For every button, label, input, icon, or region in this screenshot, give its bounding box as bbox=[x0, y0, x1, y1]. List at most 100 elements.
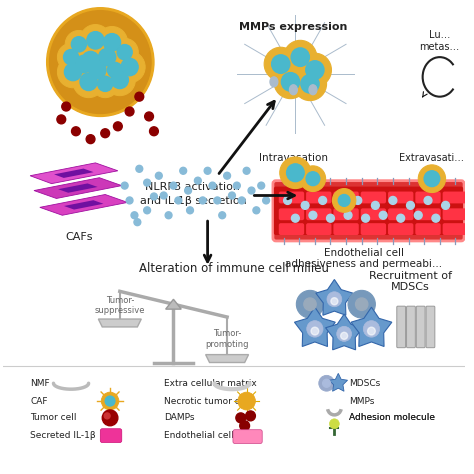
Circle shape bbox=[131, 212, 138, 219]
Circle shape bbox=[306, 172, 320, 186]
FancyBboxPatch shape bbox=[279, 191, 304, 203]
FancyBboxPatch shape bbox=[397, 306, 406, 348]
FancyBboxPatch shape bbox=[388, 209, 413, 220]
Ellipse shape bbox=[309, 85, 317, 95]
Circle shape bbox=[187, 207, 193, 214]
Circle shape bbox=[75, 55, 92, 73]
Circle shape bbox=[414, 211, 422, 219]
Circle shape bbox=[389, 197, 397, 204]
Circle shape bbox=[280, 157, 311, 189]
Circle shape bbox=[145, 112, 154, 121]
FancyBboxPatch shape bbox=[361, 223, 386, 235]
Text: Secreted IL-1β: Secreted IL-1β bbox=[30, 431, 96, 440]
Circle shape bbox=[301, 74, 319, 93]
Circle shape bbox=[99, 48, 116, 66]
Circle shape bbox=[258, 182, 264, 189]
Text: Adhesion molecule: Adhesion molecule bbox=[349, 413, 435, 422]
Circle shape bbox=[101, 392, 119, 410]
Text: Tumor-
suppressive: Tumor- suppressive bbox=[95, 296, 145, 315]
Circle shape bbox=[309, 211, 317, 219]
Circle shape bbox=[354, 197, 362, 204]
Polygon shape bbox=[64, 200, 103, 210]
Polygon shape bbox=[326, 314, 363, 350]
Circle shape bbox=[304, 298, 316, 310]
Circle shape bbox=[282, 73, 300, 91]
Circle shape bbox=[165, 212, 172, 219]
Text: Recruitment of
MDSCs: Recruitment of MDSCs bbox=[369, 271, 452, 292]
Circle shape bbox=[327, 214, 334, 222]
Circle shape bbox=[306, 61, 324, 79]
Circle shape bbox=[442, 201, 449, 210]
FancyBboxPatch shape bbox=[361, 209, 386, 220]
Circle shape bbox=[272, 55, 290, 73]
Circle shape bbox=[46, 8, 154, 117]
Circle shape bbox=[62, 102, 71, 111]
Circle shape bbox=[214, 197, 221, 204]
Circle shape bbox=[287, 164, 304, 182]
Circle shape bbox=[64, 63, 82, 81]
Text: Extravasati…: Extravasati… bbox=[400, 153, 465, 163]
Text: NMF: NMF bbox=[30, 379, 50, 388]
Polygon shape bbox=[165, 299, 181, 309]
Circle shape bbox=[87, 32, 104, 49]
Polygon shape bbox=[329, 374, 347, 391]
Circle shape bbox=[338, 194, 350, 206]
Circle shape bbox=[341, 332, 347, 339]
FancyBboxPatch shape bbox=[233, 430, 262, 444]
FancyBboxPatch shape bbox=[361, 191, 386, 203]
Circle shape bbox=[292, 214, 299, 222]
Circle shape bbox=[301, 201, 309, 210]
FancyBboxPatch shape bbox=[306, 209, 331, 220]
Circle shape bbox=[194, 177, 201, 184]
Circle shape bbox=[101, 56, 128, 84]
Circle shape bbox=[103, 34, 120, 51]
FancyBboxPatch shape bbox=[426, 306, 435, 348]
Circle shape bbox=[101, 129, 109, 137]
Circle shape bbox=[82, 51, 99, 69]
Circle shape bbox=[105, 396, 115, 406]
FancyBboxPatch shape bbox=[306, 223, 331, 235]
FancyBboxPatch shape bbox=[415, 191, 441, 203]
Circle shape bbox=[57, 56, 89, 88]
Circle shape bbox=[114, 51, 145, 83]
Circle shape bbox=[240, 421, 249, 431]
Circle shape bbox=[329, 419, 339, 428]
Circle shape bbox=[432, 214, 440, 222]
Circle shape bbox=[291, 48, 310, 66]
Circle shape bbox=[418, 165, 446, 192]
Text: Tumor cell: Tumor cell bbox=[30, 413, 77, 422]
Circle shape bbox=[407, 201, 414, 210]
Circle shape bbox=[348, 291, 375, 318]
FancyBboxPatch shape bbox=[416, 306, 425, 348]
Text: Adhesion molecule: Adhesion molecule bbox=[349, 413, 435, 422]
Polygon shape bbox=[30, 163, 118, 183]
Circle shape bbox=[424, 197, 432, 204]
FancyBboxPatch shape bbox=[333, 191, 359, 203]
Circle shape bbox=[264, 47, 297, 81]
Circle shape bbox=[134, 219, 141, 226]
Text: Extra cellular matrix: Extra cellular matrix bbox=[164, 379, 256, 388]
Circle shape bbox=[135, 92, 144, 101]
FancyBboxPatch shape bbox=[333, 209, 359, 220]
Circle shape bbox=[274, 65, 307, 99]
Text: MDSCs: MDSCs bbox=[349, 379, 380, 388]
Circle shape bbox=[50, 11, 151, 113]
Polygon shape bbox=[58, 183, 98, 193]
Circle shape bbox=[175, 197, 182, 204]
Circle shape bbox=[397, 214, 405, 222]
Circle shape bbox=[151, 193, 157, 200]
Circle shape bbox=[72, 127, 80, 136]
Circle shape bbox=[379, 211, 387, 219]
Circle shape bbox=[372, 201, 379, 210]
Text: NLRP3 activation
and IL-1β secretion: NLRP3 activation and IL-1β secretion bbox=[139, 182, 246, 206]
Polygon shape bbox=[54, 169, 93, 178]
Text: Endothelial cell: Endothelial cell bbox=[164, 431, 234, 440]
Circle shape bbox=[283, 197, 292, 204]
Circle shape bbox=[332, 189, 356, 212]
Circle shape bbox=[228, 192, 236, 199]
Text: MMPs: MMPs bbox=[349, 397, 374, 406]
Circle shape bbox=[248, 187, 255, 194]
FancyBboxPatch shape bbox=[415, 209, 441, 220]
Polygon shape bbox=[316, 280, 353, 315]
Circle shape bbox=[111, 38, 138, 66]
